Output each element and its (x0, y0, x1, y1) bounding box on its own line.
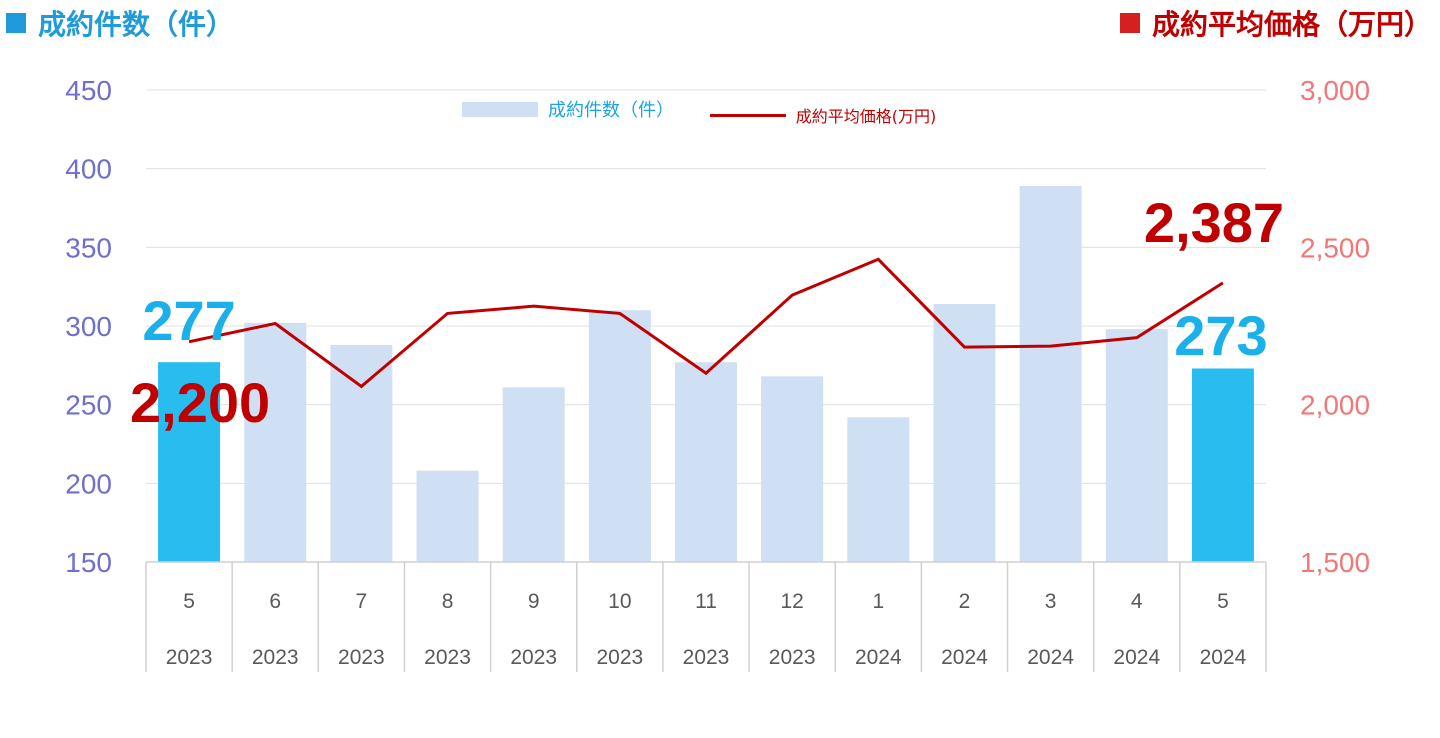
x-tick-month: 2 (959, 590, 971, 613)
left-axis-tick: 400 (65, 154, 112, 185)
x-tick-year: 2023 (683, 646, 730, 669)
x-tick-year: 2024 (855, 646, 902, 669)
bar-4 (416, 470, 479, 562)
x-tick-year: 2024 (1200, 646, 1247, 669)
bar-6 (588, 310, 651, 562)
x-tick-year: 2023 (166, 646, 213, 669)
data-label-first-price: 2,200 (130, 371, 270, 434)
right-axis-tick: 1,500 (1300, 547, 1370, 578)
bar-12 (1105, 329, 1168, 562)
bar-10 (933, 303, 996, 562)
square-marker-icon (1119, 13, 1140, 33)
left-axis-tick: 200 (65, 468, 112, 499)
legend-item-line: 成約平均価格(万円) (709, 103, 937, 127)
chart-legend: 成約件数（件） 成約平均価格(万円) (462, 96, 966, 127)
legend-item-bars: 成約件数（件） (462, 96, 674, 122)
x-tick-month: 3 (1045, 590, 1057, 613)
right-axis-tick: 2,500 (1300, 232, 1370, 263)
x-tick-year: 2023 (424, 646, 471, 669)
x-tick-month: 6 (269, 590, 281, 613)
bar-8 (761, 376, 824, 562)
x-tick-month: 5 (183, 590, 195, 613)
right-axis-tick: 2,000 (1300, 390, 1370, 421)
bar-9 (847, 417, 910, 562)
x-tick-month: 8 (442, 590, 454, 613)
bar-1 (158, 362, 221, 562)
x-tick-year: 2024 (941, 646, 988, 669)
bar-2 (244, 322, 307, 562)
left-title-text: 成約件数（件） (38, 8, 235, 41)
x-tick-month: 7 (356, 590, 368, 613)
left-axis-title: 成約件数（件） (6, 3, 234, 43)
legend-line-label: 成約平均価格(万円) (795, 107, 937, 126)
right-axis-title: 成約平均価格（万円） (1119, 3, 1432, 43)
bar-13 (1191, 368, 1254, 562)
bar-11 (1019, 185, 1082, 562)
x-tick-month: 12 (780, 590, 803, 613)
left-axis-tick: 150 (65, 547, 112, 578)
left-axis-tick: 250 (65, 390, 112, 421)
x-tick-year: 2023 (510, 646, 557, 669)
left-axis-tick: 450 (65, 75, 112, 106)
right-title-text: 成約平均価格（万円） (1151, 8, 1432, 41)
legend-bar-label: 成約件数（件） (548, 100, 674, 121)
bar-7 (675, 362, 737, 562)
bar-5 (502, 387, 565, 562)
x-tick-year: 2023 (252, 646, 299, 669)
x-tick-month: 4 (1131, 590, 1143, 613)
legend-line-swatch (709, 113, 786, 117)
x-tick-year: 2023 (596, 646, 643, 669)
bar-3 (330, 344, 393, 562)
x-tick-year: 2024 (1027, 646, 1074, 669)
x-tick-year: 2023 (769, 646, 816, 669)
x-tick-year: 2024 (1113, 646, 1160, 669)
x-tick-month: 9 (528, 590, 540, 613)
x-tick-month: 5 (1217, 590, 1229, 613)
left-axis-tick: 350 (65, 232, 112, 263)
x-tick-year: 2023 (338, 646, 385, 669)
data-label-last-count: 273 (1174, 304, 1267, 367)
data-label-first-count: 277 (142, 289, 235, 352)
square-marker-icon (6, 13, 26, 33)
x-tick-month: 1 (872, 590, 884, 613)
data-label-last-price: 2,387 (1144, 191, 1284, 254)
x-tick-month: 11 (695, 590, 717, 613)
left-axis-tick: 300 (65, 311, 112, 342)
legend-bar-swatch (462, 101, 538, 117)
x-tick-month: 10 (608, 590, 631, 613)
right-axis-tick: 3,000 (1300, 75, 1370, 106)
